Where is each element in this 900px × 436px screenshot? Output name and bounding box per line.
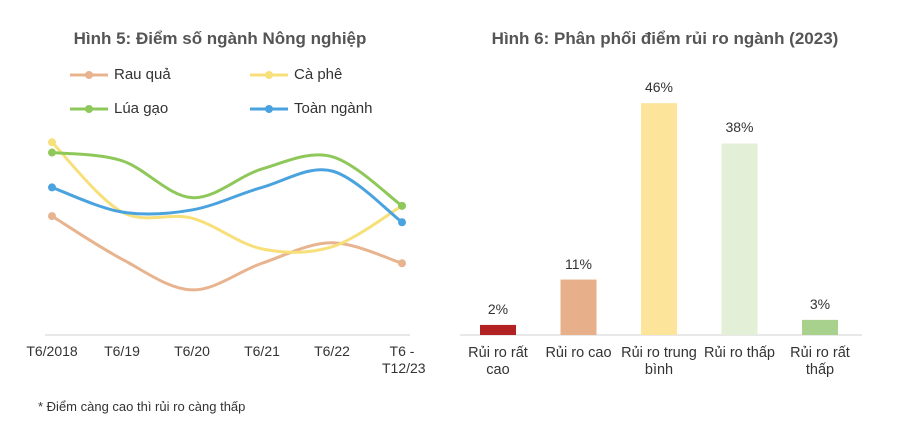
value-label: 11% — [565, 255, 592, 272]
bar — [641, 103, 677, 335]
end-dot — [398, 218, 406, 227]
legend-label: Cà phê — [294, 66, 343, 83]
end-dot — [398, 259, 406, 268]
end-dot — [48, 148, 56, 157]
end-dot — [48, 212, 56, 221]
legend-label: Toàn ngành — [294, 100, 373, 117]
x-tick-label: Rủi ro rất thấp — [790, 345, 850, 378]
legend-label: Lúa gạo — [114, 100, 169, 117]
end-dot — [48, 183, 56, 192]
legend-dot — [265, 71, 273, 79]
end-dot — [48, 138, 56, 147]
legend-dot — [265, 105, 273, 113]
x-tick-label: Rủi ro thấp — [704, 345, 775, 361]
x-tick-label: T6/2018 — [26, 343, 78, 359]
series-line — [50, 141, 403, 254]
value-label: 38% — [725, 119, 754, 136]
footnote: * Điểm càng cao thì rủi ro càng thấp — [38, 399, 246, 414]
series-line — [51, 214, 403, 292]
series-line — [51, 151, 403, 208]
legend-label: Rau quả — [114, 66, 171, 83]
x-tick-label: Rủi ro rất cao — [468, 345, 528, 378]
x-tick-label: T6/21 — [244, 343, 280, 359]
chart-title: Hình 5: Điểm số ngành Nông nghiệp — [73, 29, 367, 48]
bar — [802, 319, 838, 335]
series-line — [51, 168, 403, 224]
bar — [721, 143, 758, 335]
x-tick-label: Rủi ro trung bình — [621, 345, 697, 378]
end-dot — [398, 201, 406, 210]
bar — [480, 324, 516, 335]
value-label: 46% — [644, 79, 674, 96]
bar — [560, 279, 597, 335]
x-tick-label: T6/19 — [104, 343, 140, 359]
x-tick-label: T6/20 — [174, 343, 210, 359]
value-label: 3% — [809, 295, 831, 312]
legend-dot — [85, 71, 93, 79]
x-tick-label: T6 - T12/23 — [382, 343, 426, 376]
x-tick-label: T6/22 — [314, 343, 350, 359]
value-label: 2% — [487, 300, 509, 317]
legend-dot — [85, 105, 93, 113]
chart-title: Hình 6: Phân phối điểm rủi ro ngành (202… — [491, 29, 839, 48]
x-tick-label: Rủi ro cao — [545, 345, 612, 361]
